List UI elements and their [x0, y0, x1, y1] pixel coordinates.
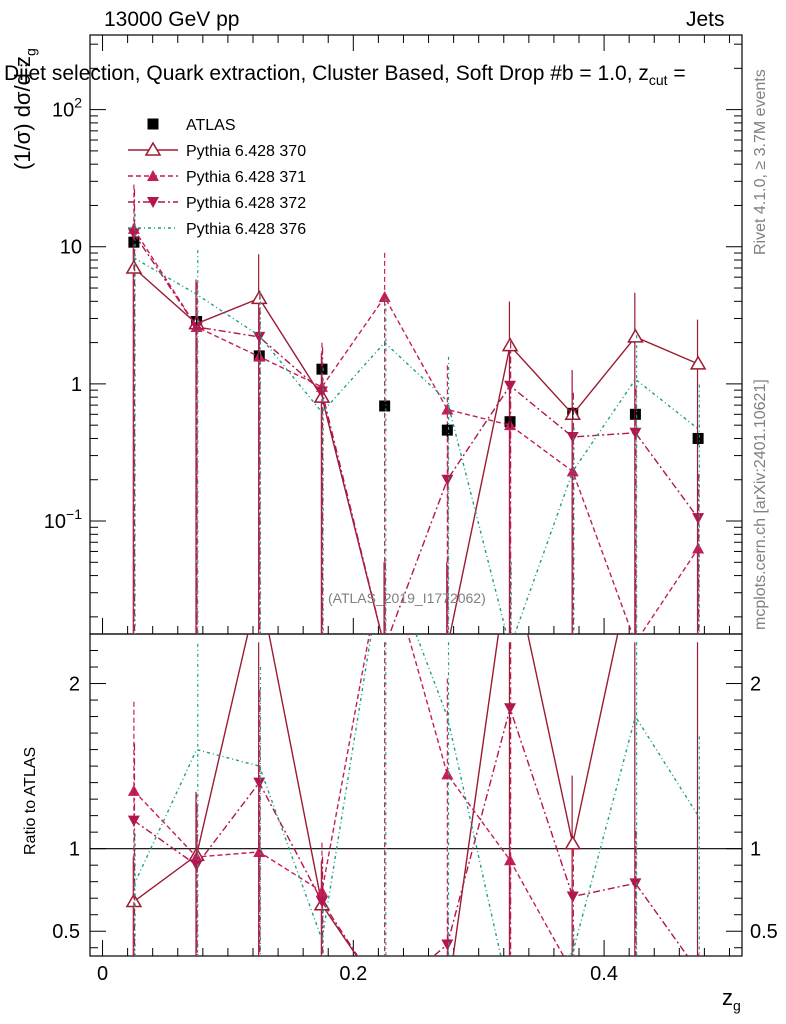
- ylabel-main-text: (1/σ) dσ/d z: [10, 56, 35, 170]
- main-point-p372: [190, 321, 203, 333]
- xtick-label: 0.4: [590, 963, 618, 985]
- legend-label-p376: Pythia 6.428 376: [186, 221, 306, 238]
- main-point-p371: [378, 291, 391, 303]
- selection-title: Dijet selection, Quark extraction, Clust…: [4, 62, 686, 88]
- ratio-series-group: [125, 634, 704, 1003]
- selection-text: Dijet selection, Quark extraction, Clust…: [4, 62, 649, 85]
- main-point-p372: [566, 431, 579, 443]
- legend-label-p371: Pythia 6.428 371: [186, 169, 306, 186]
- main-point-p372: [127, 228, 140, 240]
- ratio-point-p372: [127, 815, 140, 827]
- main-point-p370: [250, 289, 268, 305]
- main-point-p371: [441, 403, 454, 415]
- main-ytick-label: 1: [71, 374, 82, 396]
- ylabel-main: (1/σ) dσ/d zg: [10, 48, 38, 170]
- ratio-point-p371: [567, 967, 579, 978]
- main-line-p376: [133, 257, 699, 634]
- ratio-point-p372: [441, 939, 454, 951]
- main-point-p371: [692, 542, 705, 554]
- selection-sub: cut: [648, 72, 668, 89]
- ratio-point-p371: [504, 854, 517, 866]
- ratio-point-p370: [378, 990, 392, 1002]
- main-ytick-exp: 2: [74, 95, 82, 111]
- ratio-ytick-label-right: 1: [750, 839, 761, 861]
- legend-marker-p372: [147, 197, 159, 208]
- main-point-p372: [315, 386, 328, 398]
- main-point-p370: [689, 355, 707, 370]
- main-point-p370: [627, 328, 644, 343]
- ratio-frame: [89, 633, 743, 957]
- legend-label-p372: Pythia 6.428 372: [186, 195, 306, 212]
- main-ytick-exp: −1: [66, 506, 82, 522]
- ratio-point-p372: [692, 966, 704, 977]
- main-point-p370: [440, 640, 454, 652]
- legend-marker-p370: [144, 141, 162, 156]
- legend-marker-data: [147, 118, 159, 130]
- ratio-point-p372: [566, 891, 579, 903]
- main-point-p372: [692, 513, 705, 525]
- ratio-point-p371: [629, 991, 641, 1002]
- main-point-p372: [629, 427, 642, 439]
- xlabel-text: z: [722, 985, 733, 1010]
- ratio-ytick-label-right: 2: [750, 674, 761, 696]
- main-point-p372: [253, 331, 266, 343]
- category-label: Jets: [686, 8, 725, 31]
- ratio-point-p372: [504, 703, 517, 715]
- ratio-point-p372: [253, 777, 266, 789]
- main-line-p371: [133, 228, 699, 634]
- ratio-point-p372: [315, 896, 328, 908]
- ratio-point-p370: [564, 835, 582, 850]
- mcplots-label: mcplots.cern.ch [arXiv:2401.10621]: [752, 379, 769, 630]
- ratio-point-p372: [629, 878, 642, 890]
- main-point-p372: [504, 380, 517, 392]
- legend-label-p370: Pythia 6.428 370: [186, 143, 306, 160]
- legend-marker-p371: [147, 170, 159, 181]
- main-ytick-label: 102: [52, 95, 82, 122]
- main-point-p371: [629, 637, 641, 648]
- ratio-ytick-label: 0.5: [52, 921, 80, 943]
- ylabel-main-sub: g: [22, 48, 39, 57]
- main-ytick-label: 10−1: [44, 506, 82, 533]
- xlabel: zg: [722, 985, 741, 1013]
- ratio-point-p371: [692, 983, 704, 994]
- xtick-label: 0: [97, 963, 108, 985]
- main-line-p370: [133, 267, 699, 634]
- ratio-point-p372: [190, 860, 203, 872]
- main-series-group: [125, 184, 707, 652]
- energy-label: 13000 GeV pp: [104, 8, 240, 31]
- legend-label-data: ATLAS: [186, 117, 236, 134]
- ratio-ytick-label-right: 0.5: [750, 921, 778, 943]
- main-line-p372: [133, 233, 699, 634]
- ratio-point-p372: [379, 992, 391, 1003]
- xtick-label: 0.2: [339, 963, 367, 985]
- ratio-line-p371: [133, 634, 565, 956]
- main-ytick-label: 10: [60, 237, 82, 259]
- xlabel-sub: g: [733, 997, 741, 1014]
- ratio-ytick-label: 2: [69, 674, 80, 696]
- main-point-p372: [441, 474, 454, 486]
- selection-tail: =: [667, 62, 686, 85]
- ratio-line-p372: [133, 705, 689, 956]
- ratio-line-p376: [133, 634, 699, 956]
- rivet-label: Rivet 4.1.0, ≥ 3.7M events: [752, 69, 769, 255]
- ratio-point-p370: [440, 990, 454, 1002]
- ratio-ytick-label: 1: [69, 839, 80, 861]
- analysis-tag: (ATLAS_2019_I1772062): [328, 590, 486, 606]
- ratio-point-p371: [441, 768, 454, 780]
- ratio-line-p370: [133, 634, 619, 956]
- main-point-p370: [501, 337, 519, 352]
- ylabel-ratio: Ratio to ATLAS: [22, 746, 39, 855]
